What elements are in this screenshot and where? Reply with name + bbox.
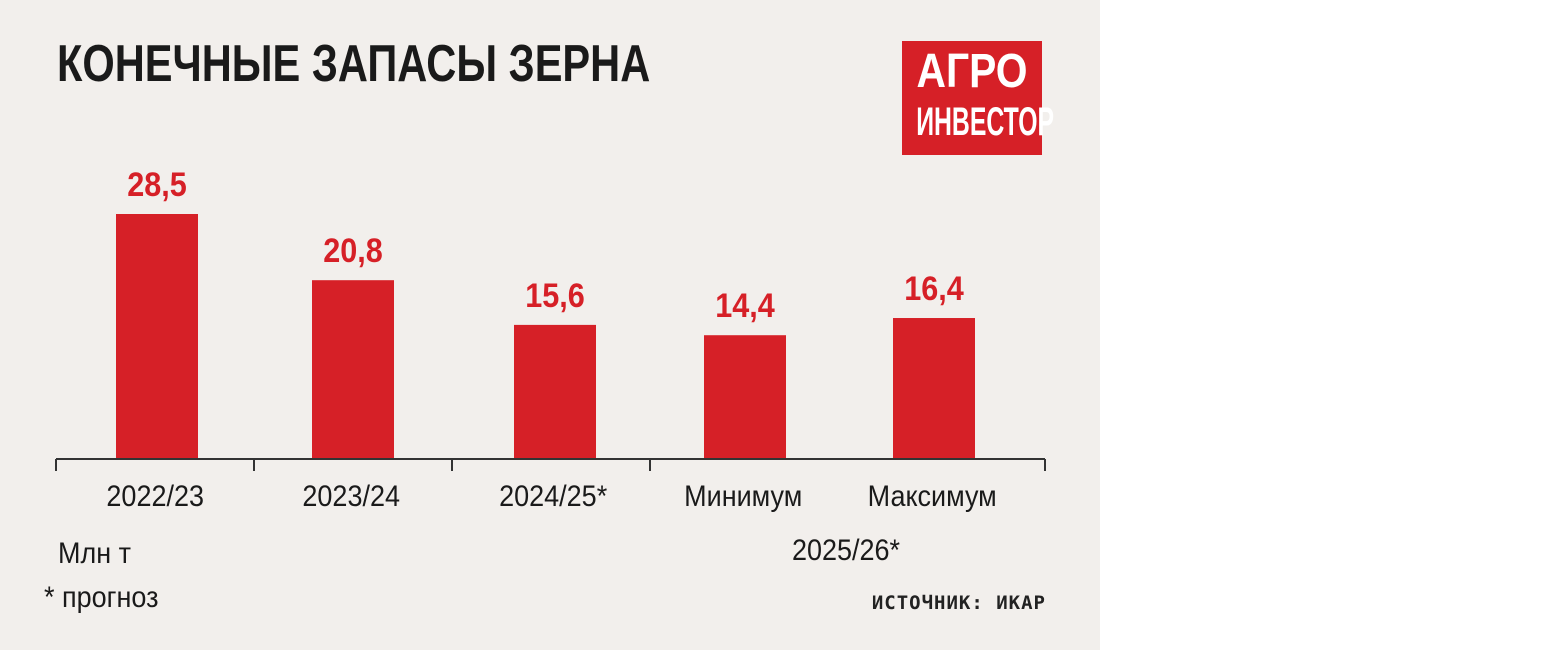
bar-value-label: 14,4 bbox=[715, 287, 775, 325]
bar bbox=[704, 335, 786, 459]
bar-chart: 28,5 2022/23 20,8 2023/24 15,6 2024/25* 14,4 Ми… bbox=[55, 166, 1046, 568]
x-tick-label: 2023/24 bbox=[302, 480, 400, 514]
chart-panel: КОНЕЧНЫЕ ЗАПАСЫ ЗЕРНА АГРО ИНВЕСТОР 28,5… bbox=[0, 0, 1100, 650]
bar-value-label: 16,4 bbox=[904, 270, 964, 308]
bar-value-label: 20,8 bbox=[323, 232, 383, 270]
unit-label: Млн т bbox=[58, 537, 132, 570]
x-tick-label: Максимум bbox=[868, 480, 997, 514]
bar bbox=[514, 324, 596, 459]
forecast-footnote: * прогноз bbox=[44, 581, 159, 614]
source-note: ИСТОЧНИК: ИКАР bbox=[871, 592, 1046, 614]
chart-title: КОНЕЧНЫЕ ЗАПАСЫ ЗЕРНА bbox=[57, 35, 651, 93]
bar bbox=[893, 318, 975, 459]
logo-line-1: АГРО bbox=[916, 45, 1028, 98]
bar-value-label: 15,6 bbox=[525, 276, 585, 314]
x-tick-label: Минимум bbox=[684, 480, 802, 514]
x-tick-label: 2024/25* bbox=[499, 480, 607, 514]
agroinvestor-logo: АГРО ИНВЕСТОР bbox=[902, 41, 1054, 155]
group-label: 2025/26* bbox=[792, 534, 900, 568]
x-tick-label: 2022/23 bbox=[106, 480, 204, 514]
bar bbox=[312, 280, 394, 459]
bar-value-label: 28,5 bbox=[127, 166, 187, 204]
bar bbox=[116, 214, 198, 459]
